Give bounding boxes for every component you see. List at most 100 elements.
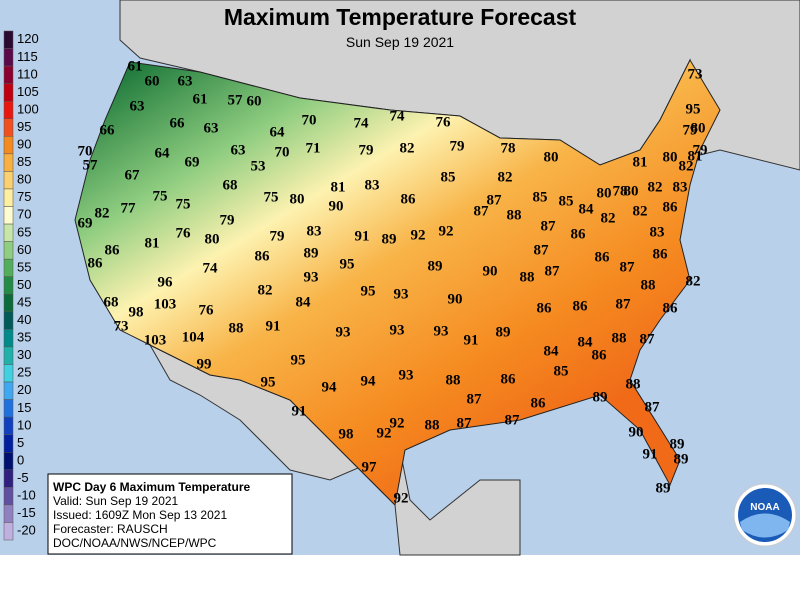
info-valid: Valid: Sun Sep 19 2021 <box>53 494 179 508</box>
temperature-label: 87 <box>457 415 473 431</box>
scale-label: 50 <box>17 277 31 292</box>
temperature-label: 82 <box>498 169 513 185</box>
temperature-label: 86 <box>653 246 669 262</box>
scale-swatch <box>3 48 14 67</box>
temperature-label: 86 <box>573 298 589 314</box>
temperature-label: 91 <box>355 228 370 244</box>
info-forecaster: Forecaster: RAUSCH <box>53 522 168 536</box>
temperature-label: 85 <box>441 169 456 185</box>
scale-swatch <box>3 329 14 348</box>
temperature-label: 80 <box>624 183 639 199</box>
temperature-label: 89 <box>496 324 511 340</box>
scale-swatch <box>3 416 14 435</box>
temperature-label: 75 <box>264 189 279 205</box>
temperature-label: 88 <box>425 417 440 433</box>
logo-wave <box>740 513 790 538</box>
temperature-label: 91 <box>266 318 281 334</box>
temperature-label: 86 <box>88 255 104 271</box>
temperature-label: 76 <box>199 302 215 318</box>
temperature-label: 98 <box>339 426 354 442</box>
temperature-label: 89 <box>382 231 397 247</box>
temperature-label: 93 <box>399 367 414 383</box>
info-title: WPC Day 6 Maximum Temperature <box>53 480 250 494</box>
temperature-label: 63 <box>231 142 246 158</box>
info-issued: Issued: 1609Z Mon Sep 13 2021 <box>53 508 227 522</box>
temperature-label: 87 <box>487 192 503 208</box>
temperature-label: 86 <box>571 226 587 242</box>
temperature-label: 89 <box>593 389 608 405</box>
temperature-label: 92 <box>377 425 392 441</box>
temperature-label: 76 <box>176 225 192 241</box>
temperature-label: 92 <box>394 490 409 506</box>
temperature-label: 90 <box>448 291 463 307</box>
scale-label: 55 <box>17 259 31 274</box>
temperature-label: 88 <box>446 372 461 388</box>
temperature-label: 66 <box>100 122 116 138</box>
subtitle: Sun Sep 19 2021 <box>346 34 454 50</box>
scale-swatch <box>3 469 14 488</box>
temperature-label: 81 <box>145 235 160 251</box>
scale-swatch <box>3 188 14 207</box>
temperature-label: 89 <box>304 245 319 261</box>
noaa-logo: NOAA <box>733 483 797 547</box>
temperature-label: 87 <box>474 203 490 219</box>
temperature-label: 77 <box>121 200 137 216</box>
temperature-label: 88 <box>229 320 244 336</box>
temperature-label: 88 <box>520 269 535 285</box>
scale-label: 110 <box>17 66 38 81</box>
temperature-label: 92 <box>390 415 405 431</box>
temperature-label: 95 <box>261 374 276 390</box>
temperature-label: 87 <box>534 242 550 258</box>
temperature-label: 98 <box>129 304 144 320</box>
temperature-label: 69 <box>185 154 200 170</box>
scale-label: 85 <box>17 154 31 169</box>
temperature-label: 86 <box>663 199 679 215</box>
temperature-label: 75 <box>153 188 168 204</box>
scale-label: -5 <box>17 470 29 485</box>
scale-swatch <box>3 223 14 242</box>
temperature-label: 73 <box>688 66 703 82</box>
temperature-label: 82 <box>686 273 701 289</box>
scale-swatch <box>3 83 14 102</box>
scale-swatch <box>3 522 14 541</box>
scale-swatch <box>3 30 14 49</box>
temperature-label: 104 <box>182 329 205 345</box>
temperature-label: 71 <box>306 140 321 156</box>
temperature-label: 87 <box>545 263 561 279</box>
temperature-label: 93 <box>336 324 351 340</box>
scale-swatch <box>3 504 14 523</box>
temperature-label: 93 <box>394 286 409 302</box>
temperature-label: 80 <box>597 185 612 201</box>
temperature-label: 94 <box>361 373 377 389</box>
temperature-label: 60 <box>145 73 160 89</box>
temperature-label: 66 <box>170 115 186 131</box>
temperature-label: 87 <box>645 399 661 415</box>
temperature-label: 86 <box>255 248 271 264</box>
scale-swatch <box>3 100 14 120</box>
temperature-label: 79 <box>220 212 235 228</box>
scale-label: 115 <box>17 49 38 64</box>
temperature-label: 87 <box>640 331 656 347</box>
temperature-label: 82 <box>648 179 663 195</box>
temperature-label: 74 <box>203 260 219 276</box>
temperature-label: 79 <box>450 138 465 154</box>
temperature-label: 79 <box>270 228 285 244</box>
temperature-label: 91 <box>643 446 658 462</box>
scale-label: 35 <box>17 330 31 345</box>
scale-swatch <box>3 258 14 277</box>
temperature-label: 84 <box>579 201 595 217</box>
color-scale: 1201151101051009590858075706560555045403… <box>3 30 39 541</box>
temperature-label: 87 <box>467 391 483 407</box>
scale-label: 80 <box>17 172 31 187</box>
temperature-label: 74 <box>354 115 370 131</box>
temperature-label: 67 <box>125 167 141 183</box>
scale-label: 40 <box>17 312 31 327</box>
temperature-label: 88 <box>626 376 641 392</box>
temperature-label: 85 <box>554 363 569 379</box>
temperature-label: 78 <box>613 183 628 199</box>
scale-label: 25 <box>17 365 31 380</box>
title: Maximum Temperature Forecast <box>224 4 577 30</box>
temperature-label: 63 <box>130 98 145 114</box>
scale-label: 90 <box>17 137 31 152</box>
